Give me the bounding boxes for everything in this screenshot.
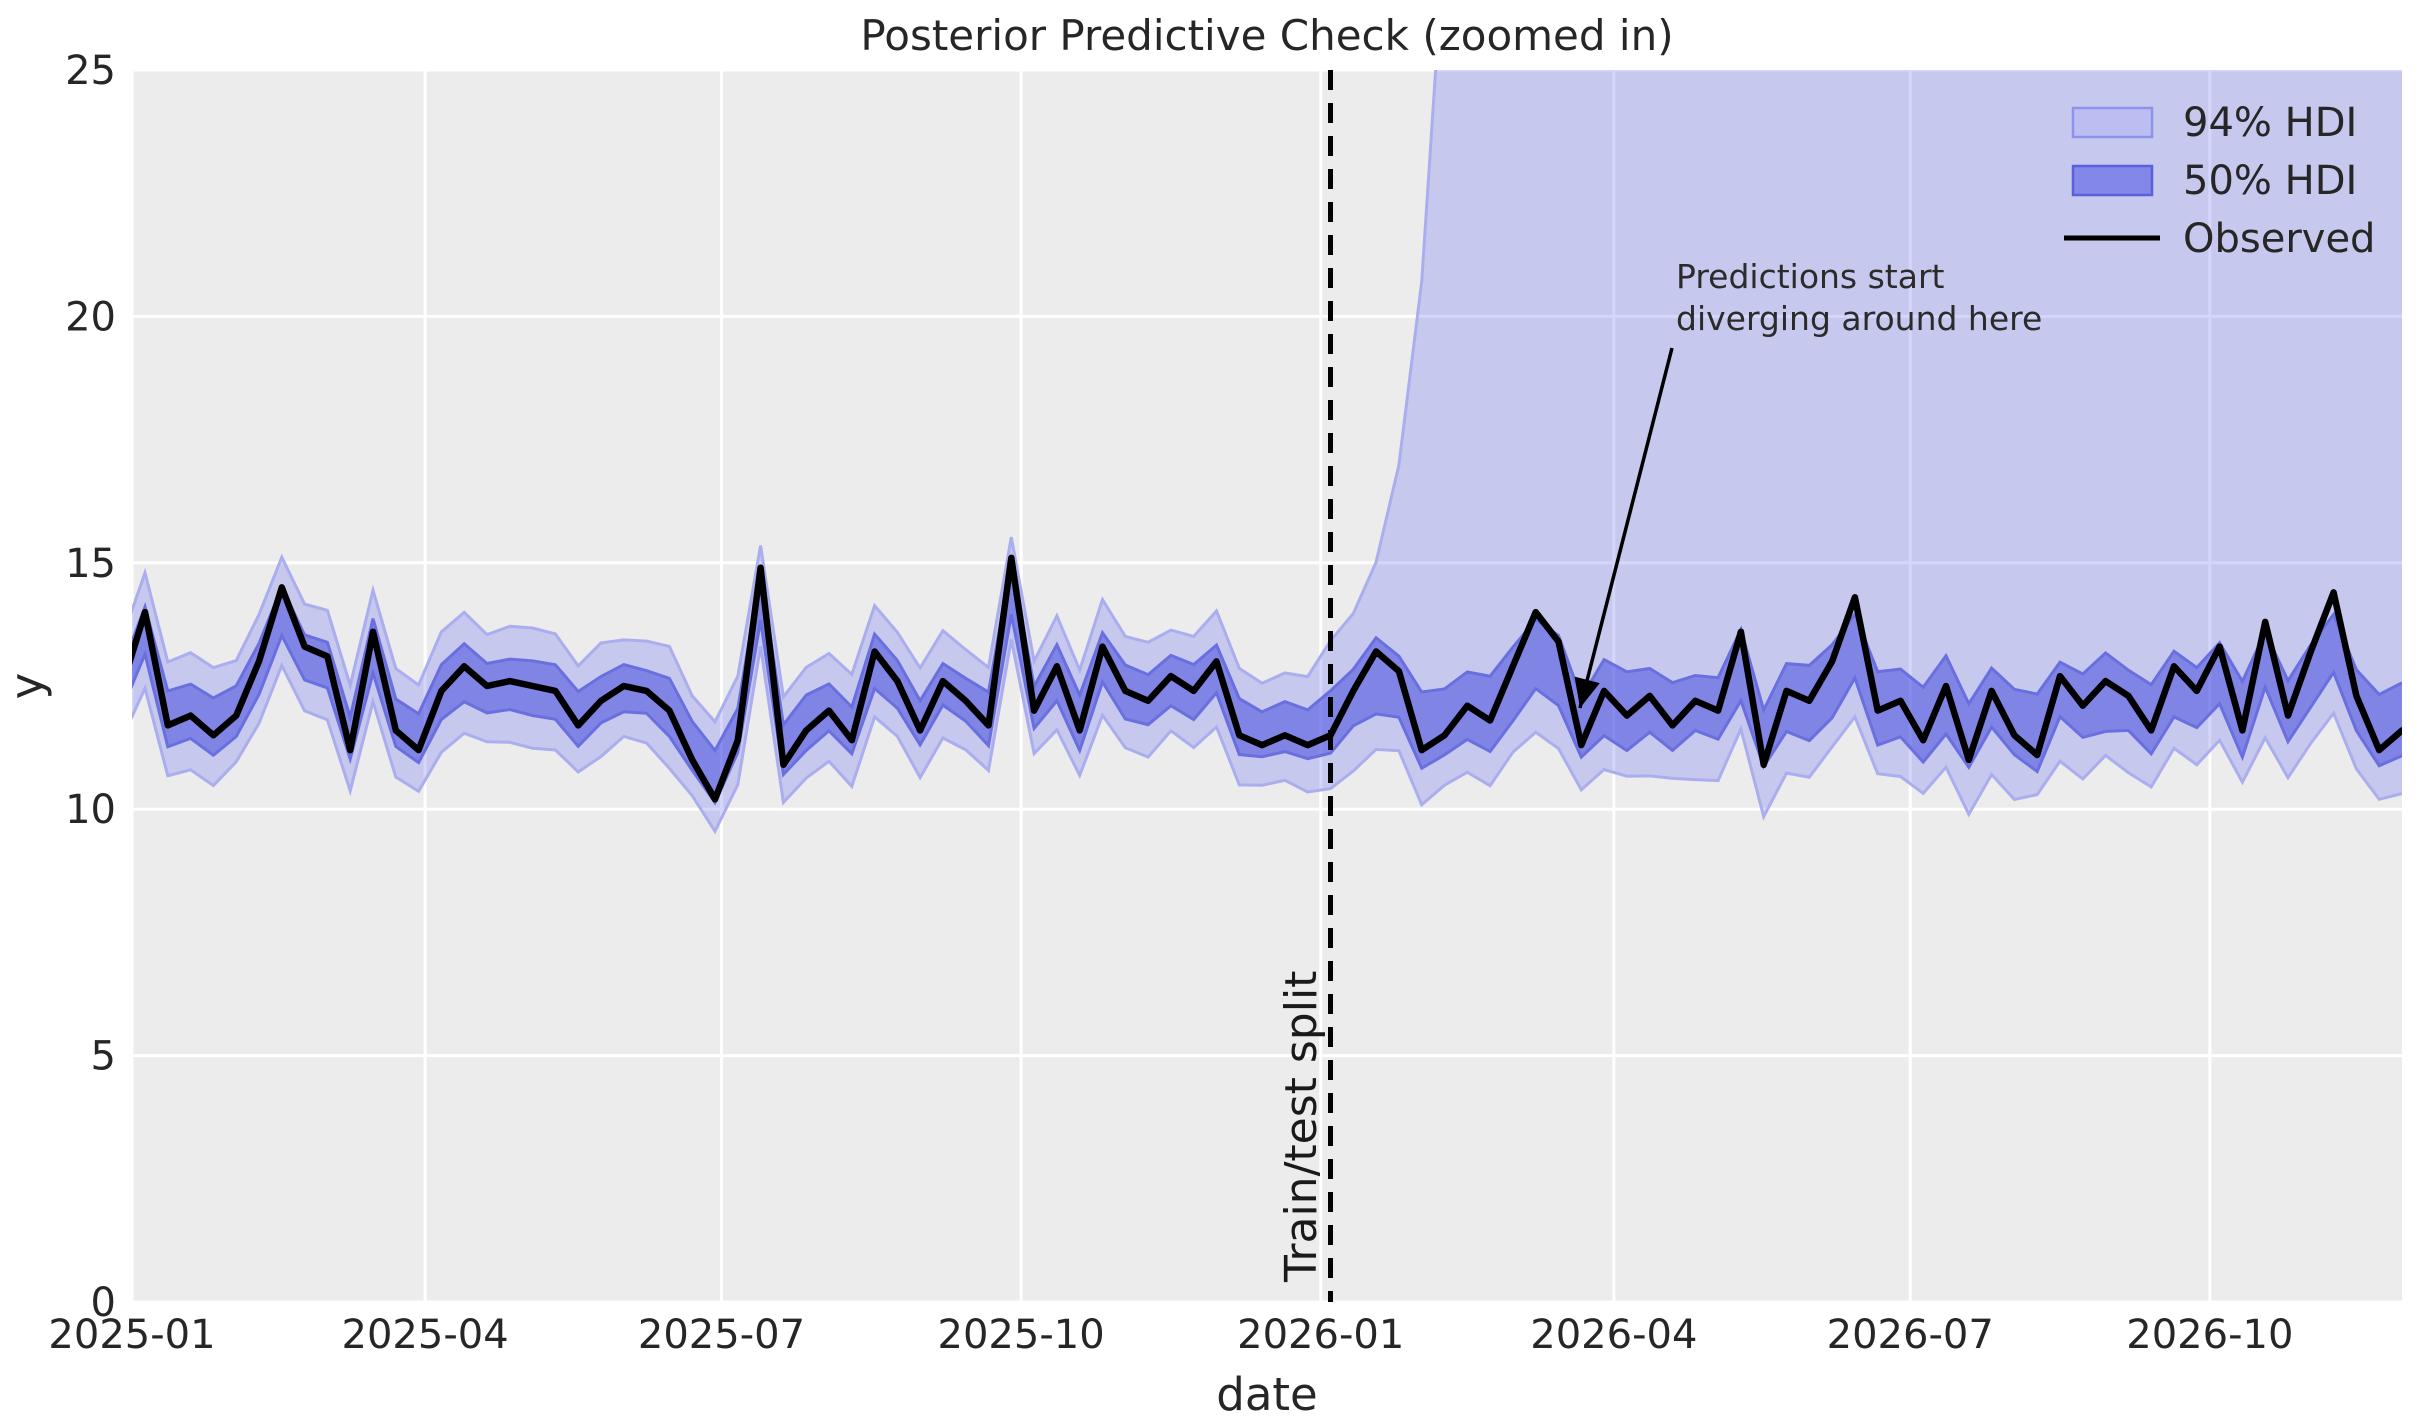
y-tick-label: 25 (65, 48, 116, 94)
x-axis-label: date (1216, 1368, 1317, 1421)
hdi-50-band (132, 562, 2402, 803)
annotation-line-2: diverging around here (1676, 299, 2042, 338)
y-tick-label: 5 (91, 1034, 116, 1080)
y-tick-label: 0 (91, 1280, 116, 1326)
x-tick-label: 2026-10 (2126, 1312, 2293, 1358)
y-tick-label: 20 (65, 294, 116, 340)
x-tick-label: 2025-04 (342, 1312, 509, 1358)
legend-swatch-94-hdi (2071, 106, 2154, 139)
chart-title: Posterior Predictive Check (zoomed in) (860, 11, 1673, 60)
annotation: Predictions start diverging around here (1574, 257, 2042, 709)
y-axis-tick-labels: 0 5 10 15 20 25 (65, 48, 116, 1326)
x-tick-label: 2026-04 (1530, 1312, 1697, 1358)
train-test-split-label: Train/test split (1276, 971, 1327, 1283)
legend: 94% HDI 50% HDI Observed (2064, 100, 2375, 262)
legend-label-observed: Observed (2183, 216, 2375, 262)
annotation-arrow (1574, 347, 1674, 709)
y-axis-label: y (0, 673, 53, 700)
y-tick-label: 15 (65, 541, 116, 587)
x-tick-label: 2025-10 (938, 1312, 1105, 1358)
hdi-94-lower-edge (132, 639, 2402, 835)
legend-label-50-hdi: 50% HDI (2183, 158, 2357, 204)
annotation-line-1: Predictions start (1676, 257, 1945, 296)
y-tick-label: 10 (65, 787, 116, 833)
x-tick-label: 2025-01 (48, 1312, 215, 1358)
legend-label-94-hdi: 94% HDI (2183, 100, 2357, 146)
legend-swatch-50-hdi (2071, 164, 2154, 197)
hdi-50-upper-edge (132, 561, 2402, 754)
hdi-94-upper-edge (132, 70, 1438, 725)
x-axis-tick-labels: 2025-01 2025-04 2025-07 2025-10 2026-01 2026-… (48, 1312, 2293, 1358)
hdi-50-lower-edge (132, 614, 2402, 806)
x-tick-label: 2025-07 (638, 1312, 805, 1358)
x-tick-label: 2026-01 (1237, 1312, 1404, 1358)
x-tick-label: 2026-07 (1827, 1312, 1994, 1358)
observed-line (132, 554, 2402, 803)
